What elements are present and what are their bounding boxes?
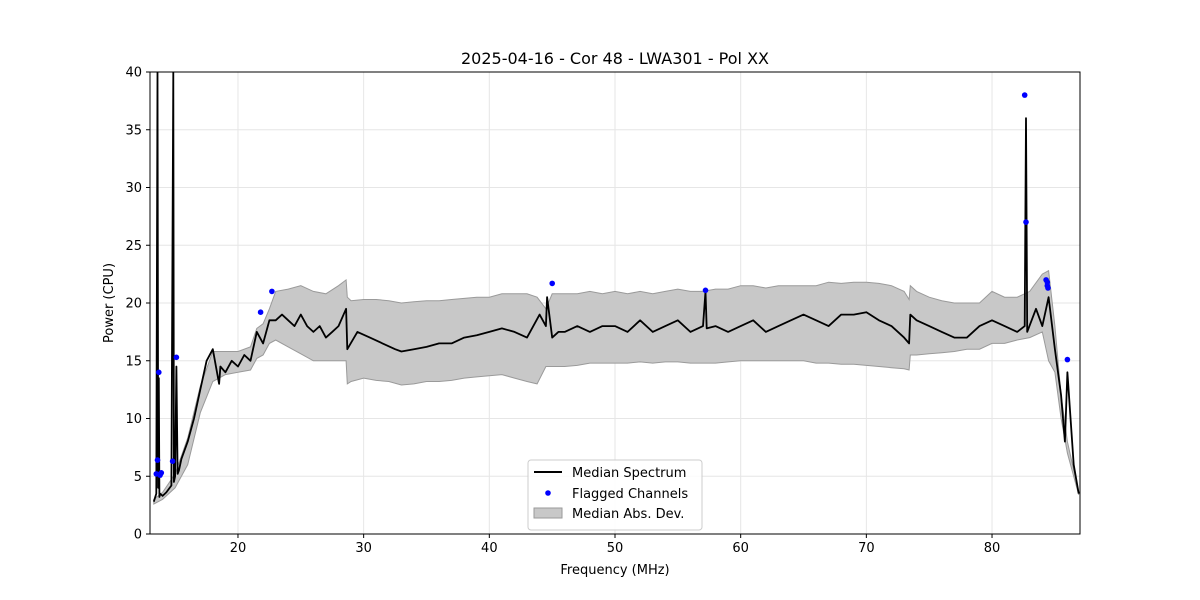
median-abs-dev-area <box>153 269 1080 505</box>
x-tick-label: 30 <box>355 541 372 556</box>
y-tick-label: 5 <box>134 470 142 485</box>
flagged-channel-point <box>1021 92 1028 98</box>
flagged-channel-point <box>269 288 275 295</box>
x-tick-label: 20 <box>230 541 247 556</box>
median-spectrum-line-group <box>152 72 1080 502</box>
flagged-channel-point <box>549 280 555 287</box>
y-tick-label: 25 <box>125 239 142 254</box>
y-tick-label: 20 <box>125 297 142 312</box>
flagged-channel-point <box>173 354 180 361</box>
legend-box <box>527 459 703 531</box>
x-tick-label: 80 <box>984 541 1001 556</box>
x-axis-label: Frequency (MHz) <box>560 563 669 578</box>
y-axis-label: Power (CPU) <box>102 263 117 343</box>
x-tick-label: 50 <box>607 541 624 556</box>
flagged-channels-group <box>153 92 1071 478</box>
flagged-channel-point <box>1023 219 1029 225</box>
legend: Median Spectrum Flagged Channels Median … <box>527 459 703 531</box>
x-axis-ticks: 20 30 40 50 60 70 80 <box>230 534 1001 556</box>
flagged-channel-point <box>154 457 161 463</box>
x-tick-label: 70 <box>858 541 875 556</box>
y-tick-label: 0 <box>134 528 142 543</box>
flagged-channel-point <box>169 458 176 465</box>
legend-median-label: Median Spectrum <box>572 466 686 481</box>
y-tick-label: 10 <box>125 412 142 427</box>
x-tick-label: 60 <box>732 541 749 556</box>
flagged-channel-point <box>1064 356 1071 363</box>
legend-mad-label: Median Abs. Dev. <box>572 507 684 522</box>
y-tick-label: 30 <box>125 181 142 196</box>
flagged-channel-point <box>257 309 264 316</box>
flagged-channel-point <box>1045 285 1051 291</box>
legend-flagged-swatch <box>545 490 551 496</box>
y-tick-label: 15 <box>125 354 142 369</box>
median-spectrum-line <box>152 72 1080 502</box>
median-abs-dev-band <box>153 269 1080 505</box>
flagged-channel-point <box>156 369 162 376</box>
y-tick-label: 35 <box>125 123 142 138</box>
legend-flagged-label: Flagged Channels <box>572 487 688 502</box>
y-tick-label: 40 <box>125 66 142 81</box>
flagged-channel-point <box>702 287 709 294</box>
x-tick-label: 40 <box>481 541 498 556</box>
flagged-channel-point <box>158 470 165 476</box>
legend-mad-swatch <box>533 507 563 519</box>
y-axis-ticks: 0 5 10 15 20 25 30 35 40 <box>125 66 150 543</box>
chart-title: 2025-04-16 - Cor 48 - LWA301 - Pol XX <box>461 49 769 68</box>
